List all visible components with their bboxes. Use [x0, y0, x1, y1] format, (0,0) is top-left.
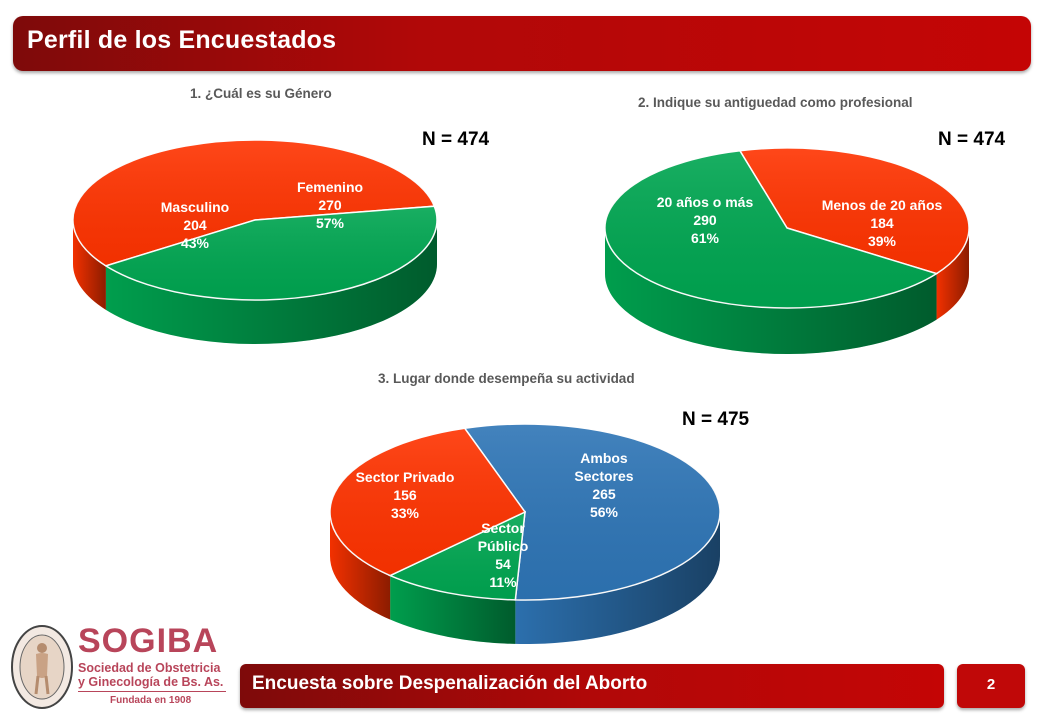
pie-chart-genero: Femenino 270 57% Masculino 204 43%	[72, 139, 438, 345]
pie-label-0-line-2: 265	[592, 486, 616, 502]
pie-side-shade-0	[73, 220, 106, 310]
footer-title: Encuesta sobre Despenalización del Abort…	[252, 673, 648, 694]
pie-label-0-line-3: 56%	[590, 504, 619, 520]
header-bar: Perfil de los Encuestados	[13, 16, 1031, 71]
pie-slice-shade-2	[329, 428, 525, 576]
pie-label-1-line-2: 43%	[181, 235, 210, 251]
pie-label-1-line-2: 61%	[691, 230, 720, 246]
logo-founded: Fundada en 1908	[110, 695, 192, 706]
page-number-box: 2	[957, 664, 1025, 708]
pie-slice-shade-1	[604, 150, 937, 309]
pie-slice-shade-1	[105, 206, 437, 300]
pie-side-shade-1	[105, 220, 438, 345]
pie-chart-antiguedad: Menos de 20 años 184 39% 20 años o más 290 61…	[604, 147, 970, 355]
pie-slice-shade-1	[390, 512, 525, 600]
pie-label-0-line-2: 57%	[316, 215, 345, 231]
pie-label-0-line-1: 184	[870, 215, 894, 231]
chart-1-n-label: N = 474	[422, 129, 490, 150]
logo-divider	[78, 691, 226, 692]
pie-label-0-line-0: Femenino	[297, 179, 363, 195]
chart-2-n-label: N = 474	[938, 129, 1006, 150]
pie-side-shade-0	[936, 228, 969, 320]
pie-slice-shade-0	[464, 424, 720, 600]
pie-slice-shade-0	[739, 148, 970, 274]
page-title: Perfil de los Encuestados	[27, 26, 337, 54]
chart-2-title: 2. Indique su antiguedad como profesiona…	[638, 95, 913, 110]
chart-3-title: 3. Lugar donde desempeña su actividad	[378, 371, 635, 386]
pie-slice-shade-0	[73, 140, 435, 266]
logo-name: SOGIBA	[78, 622, 219, 660]
pie-chart-lugar: Ambos Sectores 265 56% Sector Público 54 11% Sec…	[329, 423, 721, 645]
pie-label-1-line-1: Público	[478, 538, 529, 554]
pie-label-2-line-1: 156	[393, 487, 417, 503]
pie-side-shade-1	[390, 575, 516, 644]
pie-side-shade-1	[605, 228, 937, 355]
pie-label-1-line-3: 11%	[489, 574, 517, 590]
pie-label-1-line-2: 54	[495, 556, 511, 572]
pie-label-2-line-0: Sector Privado	[356, 469, 455, 485]
pie-label-1-line-0: 20 años o más	[657, 194, 754, 210]
pie-label-2-line-2: 33%	[391, 505, 420, 521]
pie-label-1-line-0: Masculino	[161, 199, 229, 215]
pie-label-1-line-1: 290	[693, 212, 717, 228]
logo-line-2: y Ginecología de Bs. As.	[78, 675, 224, 689]
pie-label-0-line-0: Menos de 20 años	[822, 197, 943, 213]
sogiba-seal-icon	[11, 625, 73, 709]
pie-side-shade-2	[330, 512, 391, 620]
pie-label-0-line-1: Sectores	[574, 468, 633, 484]
pie-label-0-line-2: 39%	[868, 233, 897, 249]
chart-1-title: 1. ¿Cuál es su Género	[190, 86, 332, 101]
pie-label-0-line-0: Ambos	[580, 450, 628, 466]
pie-side-shade-0	[515, 512, 720, 645]
footer-bar: Encuesta sobre Despenalización del Abort…	[240, 664, 944, 708]
sogiba-logo: SOGIBA Sociedad de Obstetricia y Ginecol…	[10, 622, 236, 712]
pie-label-1-line-1: 204	[183, 217, 207, 233]
pie-label-1-line-0: Sector	[481, 520, 525, 536]
chart-3-n-label: N = 475	[682, 409, 750, 430]
page-number: 2	[986, 676, 996, 693]
logo-line-1: Sociedad de Obstetricia	[78, 661, 221, 675]
pie-label-0-line-1: 270	[318, 197, 342, 213]
